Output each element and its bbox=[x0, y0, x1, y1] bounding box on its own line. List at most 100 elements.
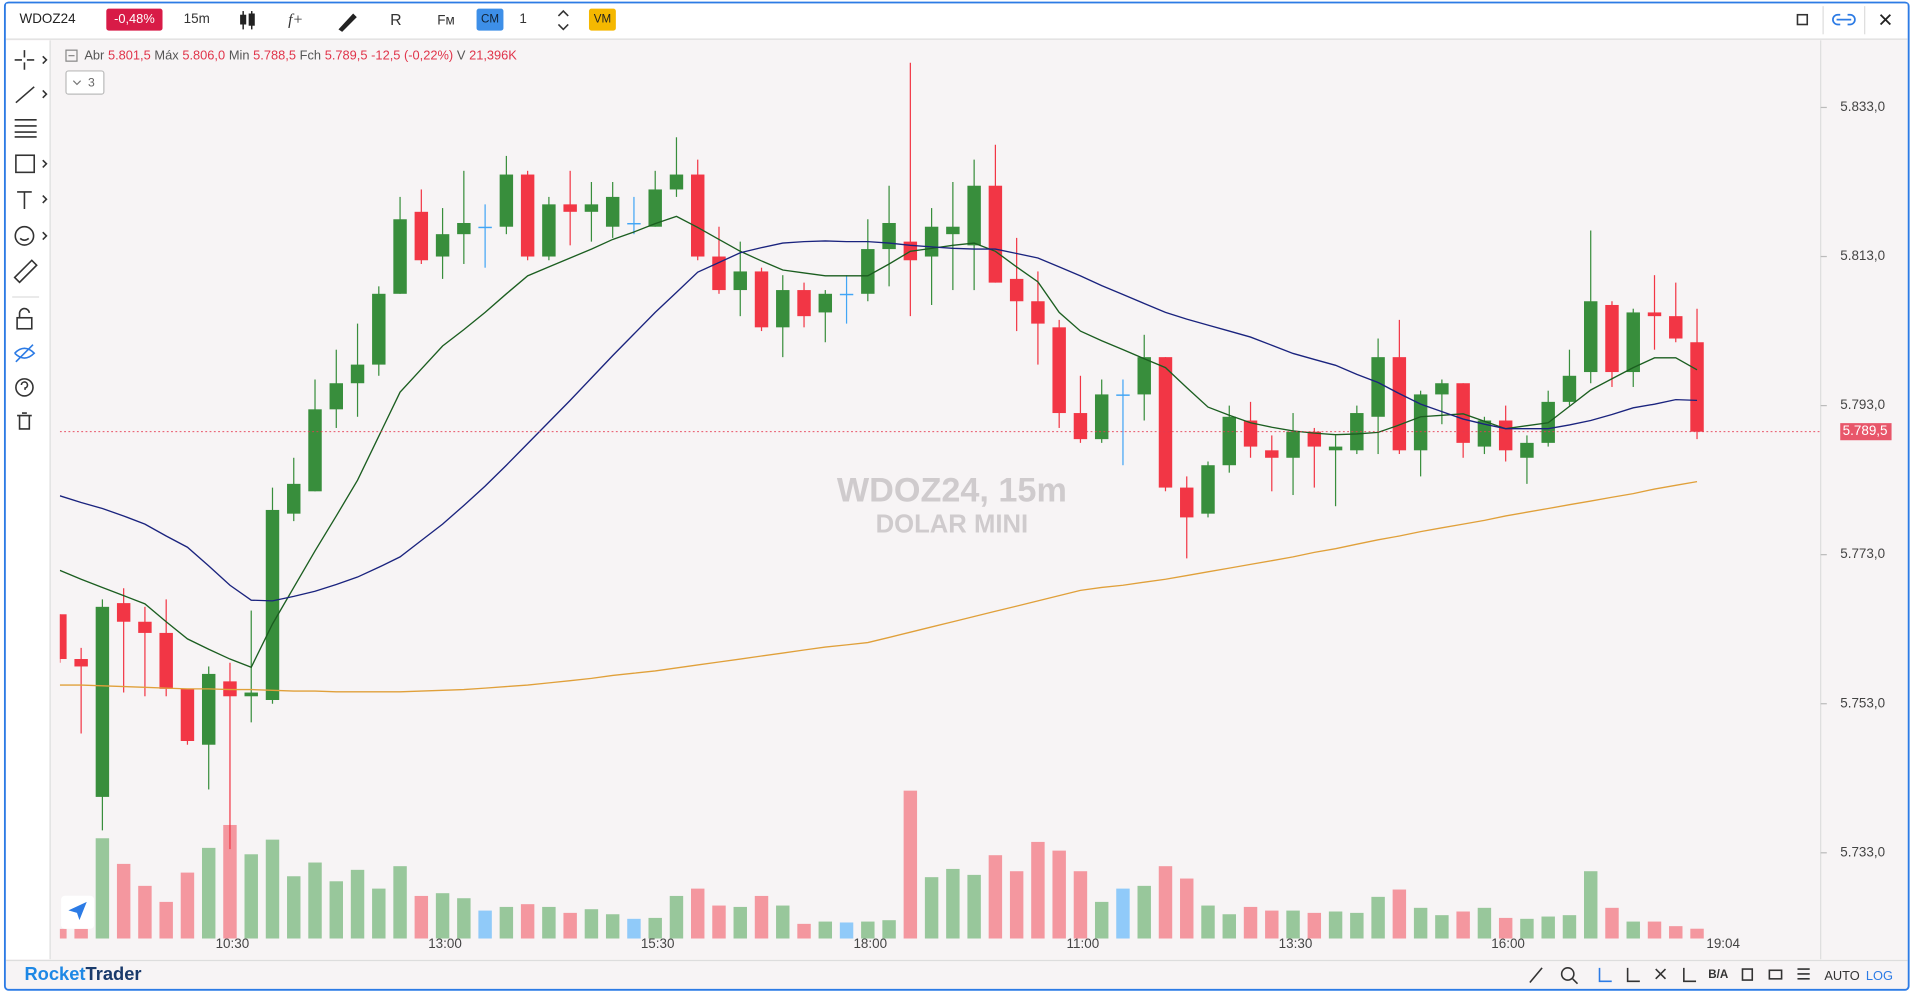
fm-button[interactable]: Fм bbox=[437, 12, 454, 27]
volume-bar bbox=[1307, 912, 1322, 939]
volume-bar bbox=[1605, 907, 1619, 939]
cm-button[interactable]: CM bbox=[481, 13, 499, 26]
delete-tool[interactable] bbox=[17, 412, 32, 430]
crosshair-tool[interactable] bbox=[14, 50, 48, 70]
pencil-icon[interactable] bbox=[338, 13, 357, 32]
function-icon[interactable]: f+ bbox=[288, 11, 303, 28]
cm-badge bbox=[476, 8, 504, 31]
candle-body bbox=[350, 364, 365, 384]
quantity-spinner[interactable] bbox=[557, 9, 569, 31]
candle-body bbox=[435, 234, 450, 257]
candle-body bbox=[584, 204, 599, 212]
volume-bar bbox=[350, 869, 365, 939]
candle-body bbox=[1137, 357, 1151, 395]
volume-bar bbox=[329, 881, 343, 939]
volume-bar bbox=[605, 914, 620, 939]
candle-icon[interactable] bbox=[240, 11, 255, 30]
shape-tool[interactable] bbox=[15, 154, 48, 174]
volume-bar bbox=[584, 909, 599, 939]
volume-bar bbox=[1137, 885, 1151, 939]
moving-average bbox=[59, 240, 1698, 602]
fullscreen-icon[interactable] bbox=[1796, 13, 1809, 26]
candle-body bbox=[244, 692, 258, 697]
candle-body bbox=[1626, 312, 1640, 373]
volume-bar bbox=[1583, 871, 1598, 939]
help-tool[interactable] bbox=[15, 378, 34, 397]
bid-ask[interactable]: B/A bbox=[1708, 968, 1729, 981]
volume-bar bbox=[797, 923, 811, 939]
volume-bar bbox=[627, 918, 641, 939]
y-tick-label: 5.833,0 bbox=[1840, 99, 1885, 114]
collapse-box[interactable] bbox=[65, 49, 78, 62]
y-tick-label: 5.753,0 bbox=[1840, 695, 1885, 710]
candle-body bbox=[1328, 446, 1343, 451]
nav-arrow bbox=[68, 901, 87, 921]
plot-area bbox=[59, 62, 1821, 939]
candle-body bbox=[1669, 316, 1683, 339]
volume-bar bbox=[1031, 841, 1045, 939]
candle-body bbox=[924, 226, 939, 257]
candle-body bbox=[499, 174, 514, 227]
brand: RocketTrader bbox=[24, 963, 141, 984]
indicators-toggle[interactable] bbox=[65, 70, 105, 95]
volume-bar bbox=[924, 877, 939, 939]
candle-body bbox=[1222, 416, 1236, 466]
close-icon[interactable] bbox=[1879, 14, 1891, 26]
quantity[interactable]: 1 bbox=[519, 11, 526, 26]
candle-body bbox=[520, 174, 535, 257]
footer-tools[interactable] bbox=[1529, 967, 1810, 985]
volume-bar bbox=[180, 872, 195, 939]
volume-bar bbox=[287, 876, 301, 939]
link-icon[interactable] bbox=[1832, 13, 1856, 26]
timeframe[interactable]: 15m bbox=[184, 11, 210, 26]
volume-bar bbox=[542, 906, 556, 939]
candle-body bbox=[1456, 383, 1470, 443]
legend-label: Min bbox=[229, 48, 250, 63]
log-scale[interactable]: LOG bbox=[1866, 968, 1893, 983]
auto-scale[interactable]: AUTO bbox=[1824, 968, 1859, 983]
volume-bar bbox=[223, 824, 237, 939]
candle-body bbox=[648, 189, 662, 227]
candle-body bbox=[1094, 394, 1109, 440]
symbol[interactable]: WDOZ24 bbox=[20, 11, 77, 26]
candle-body bbox=[138, 621, 152, 633]
volume-bar bbox=[1243, 906, 1258, 939]
x-tick-label: 13:00 bbox=[428, 936, 462, 951]
candle-body bbox=[1562, 375, 1577, 402]
fib-tool[interactable] bbox=[14, 119, 37, 138]
ruler-tool[interactable] bbox=[13, 259, 38, 284]
volume-bar bbox=[1116, 888, 1130, 939]
volume-bar bbox=[435, 893, 450, 939]
rx-icon[interactable]: R bbox=[390, 12, 401, 29]
legend-value: 5.801,5 bbox=[108, 48, 151, 63]
brand-b: Trader bbox=[86, 963, 142, 984]
hide-tool[interactable] bbox=[14, 344, 36, 363]
volume-bar bbox=[520, 904, 535, 939]
candle-body bbox=[967, 185, 981, 246]
vm-button[interactable]: VM bbox=[594, 13, 611, 26]
volume-bar bbox=[308, 862, 322, 939]
volume-bar bbox=[74, 928, 88, 939]
candle-body bbox=[265, 509, 280, 701]
text-tool[interactable] bbox=[17, 191, 48, 210]
line-tool[interactable] bbox=[15, 86, 48, 104]
volume-bar bbox=[712, 905, 726, 939]
volume-bar bbox=[116, 863, 131, 939]
emoji-tool[interactable] bbox=[14, 225, 48, 246]
moving-average bbox=[59, 480, 1698, 693]
volume-bar bbox=[967, 874, 981, 939]
lock-tool[interactable] bbox=[16, 307, 33, 330]
legend-value: 5.788,5 bbox=[253, 48, 296, 63]
candle-body bbox=[1201, 465, 1215, 514]
volume-bar bbox=[1222, 914, 1236, 939]
candle-body bbox=[1158, 357, 1173, 488]
candle-body bbox=[1647, 312, 1662, 317]
volume-bar bbox=[1371, 896, 1385, 939]
volume-bar bbox=[988, 855, 1003, 939]
volume-bar bbox=[1456, 911, 1470, 939]
top-toolbar bbox=[6, 3, 1908, 40]
x-tick-label: 13:30 bbox=[1279, 936, 1313, 951]
axes: 5.733,0 5.753,0 5.773,0 5.793,0 5.813,0 5.833… bbox=[216, 40, 1892, 960]
volume-bar bbox=[1520, 918, 1534, 939]
